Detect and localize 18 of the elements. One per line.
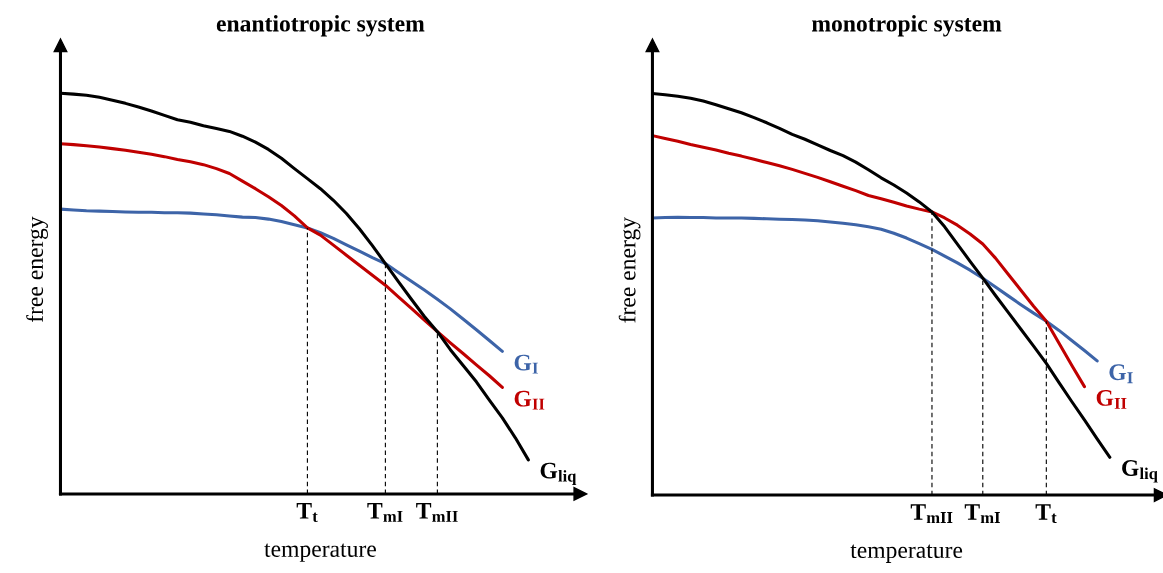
series-label: G$_{I}$: [1109, 364, 1133, 384]
series-label: G$_{liq}$: [1122, 460, 1158, 483]
x-tick-label: T$_{t}$: [296, 503, 318, 522]
chart-title: enantiotropic system: [216, 14, 425, 37]
series-label: G$_{liq}$: [540, 462, 577, 486]
x-tick-label: T$_{mII}$: [416, 503, 458, 522]
x-tick-label: T$_{mI}$: [964, 504, 1000, 523]
y-axis-title: free energy: [26, 216, 48, 323]
x-axis-title: temperature: [850, 544, 963, 563]
x-axis-title: temperature: [264, 543, 376, 562]
x-tick-label: T$_{mI}$: [367, 503, 403, 522]
series-label: G$_{II}$: [514, 390, 545, 410]
y-axis-title: free energy: [618, 217, 641, 323]
x-tick-label: T$_{mII}$: [910, 504, 953, 523]
series-label: G$_{I}$: [514, 354, 538, 374]
x-tick-label: T$_{t}$: [1035, 504, 1057, 524]
chart-title: monotropic system: [811, 14, 1002, 37]
series-label: G$_{II}$: [1096, 389, 1127, 409]
